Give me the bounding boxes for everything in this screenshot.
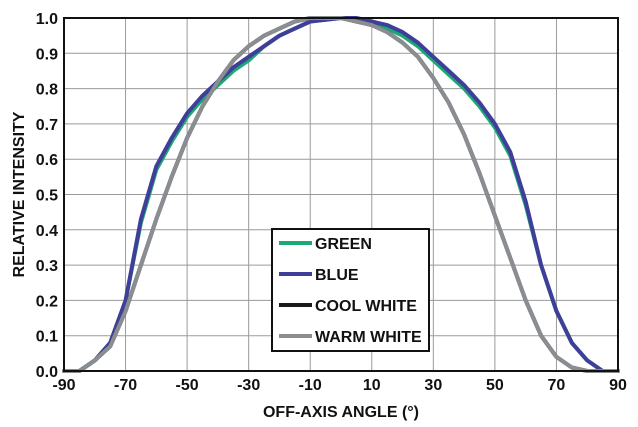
y-tick-label: 0.8 [36, 82, 58, 99]
x-tick-label: -90 [52, 377, 75, 394]
legend-label: GREEN [315, 236, 372, 253]
y-tick-label: 0.5 [36, 188, 58, 205]
legend-label: WARM WHITE [315, 329, 422, 346]
x-tick-labels: -90 -70 -50 -30 -10 10 30 50 70 90 [52, 377, 627, 394]
x-tick-label: 30 [424, 377, 442, 394]
y-tick-label: 0.2 [36, 293, 58, 310]
legend: GREEN BLUE COOL WHITE WARM WHITE [271, 228, 430, 352]
y-tick-label: 0.4 [36, 223, 58, 240]
legend-label: BLUE [315, 267, 359, 284]
x-tick-label: -30 [237, 377, 260, 394]
y-axis-label: RELATIVE INTENSITY [11, 111, 28, 277]
x-tick-label: -70 [114, 377, 137, 394]
y-tick-label: 0.1 [36, 329, 58, 346]
y-tick-label: 0.0 [36, 364, 58, 381]
x-tick-label: -50 [176, 377, 199, 394]
y-tick-label: 0.6 [36, 152, 58, 169]
x-tick-label: 90 [609, 377, 627, 394]
y-tick-label: 1.0 [36, 11, 58, 28]
x-tick-label: 50 [486, 377, 504, 394]
legend-label: COOL WHITE [315, 298, 417, 315]
y-tick-label: 0.3 [36, 258, 58, 275]
plot-border [63, 17, 619, 372]
y-tick-label: 0.9 [36, 46, 58, 63]
x-axis-label: OFF-AXIS ANGLE (°) [263, 404, 419, 421]
x-tick-label: 70 [548, 377, 566, 394]
y-tick-label: 0.7 [36, 117, 58, 134]
y-tick-labels: 0.0 0.1 0.2 0.3 0.4 0.5 0.6 0.7 0.8 0.9 1.0 [36, 11, 58, 381]
x-tick-label: 10 [363, 377, 381, 394]
legend-box [271, 228, 430, 352]
x-tick-label: -10 [299, 377, 322, 394]
